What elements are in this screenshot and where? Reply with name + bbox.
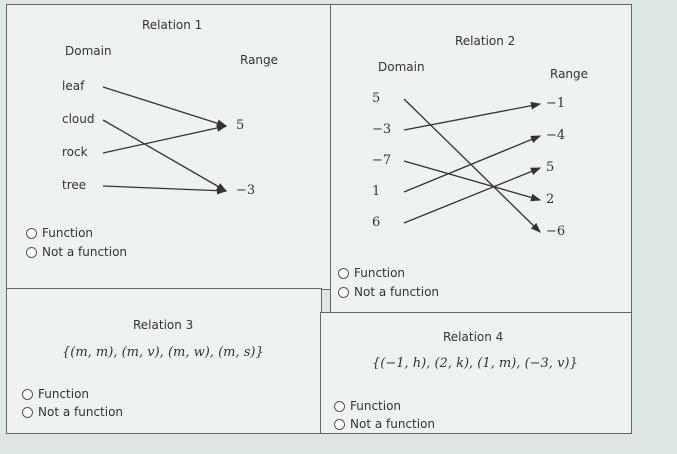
- relation-2-title: Relation 2: [455, 34, 516, 48]
- domain-item: tree: [62, 178, 87, 192]
- option-label: Function: [350, 399, 402, 413]
- radio-icon: [26, 246, 37, 258]
- option-label: Function: [42, 226, 94, 240]
- radio-icon: [26, 227, 37, 239]
- mapping-arrow: [102, 119, 228, 192]
- radio-icon: [338, 286, 349, 298]
- radio-icon: [334, 418, 345, 430]
- domain-item: 6: [372, 215, 381, 230]
- domain-item: 1: [372, 184, 381, 199]
- range-item: 5: [546, 160, 555, 175]
- mapping-arrow: [403, 135, 542, 193]
- option-label: Not a function: [354, 285, 440, 299]
- domain-item: 5: [372, 91, 381, 106]
- option-label: Function: [38, 387, 90, 401]
- mapping-arrow: [102, 124, 228, 154]
- relation-2-not-function-radio[interactable]: Not a function: [338, 285, 439, 299]
- option-label: Not a function: [38, 405, 124, 419]
- range-item: −4: [546, 128, 566, 143]
- radio-icon: [338, 267, 349, 279]
- range-item: −1: [546, 96, 566, 111]
- relation-2-range-label: Range: [550, 67, 589, 81]
- option-label: Not a function: [350, 417, 436, 431]
- relation-4-title: Relation 4: [443, 330, 504, 344]
- mapping-arrow: [403, 101, 542, 131]
- relation-1-range-label: Range: [240, 53, 279, 67]
- mapping-arrow: [102, 86, 228, 127]
- radio-icon: [334, 400, 345, 412]
- mapping-arrow: [403, 98, 541, 233]
- relation-3-not-function-radio[interactable]: Not a function: [22, 405, 123, 419]
- relation-3-function-radio[interactable]: Function: [22, 387, 89, 401]
- domain-item: rock: [62, 145, 88, 159]
- domain-item: −3: [372, 122, 392, 137]
- mapping-arrow: [403, 167, 542, 224]
- relation-1-not-function-radio[interactable]: Not a function: [26, 245, 127, 259]
- domain-item: leaf: [62, 79, 85, 93]
- relation-3-panel: [6, 288, 322, 434]
- range-item: −3: [236, 183, 256, 198]
- range-item: −6: [546, 224, 566, 239]
- relation-3-set: {(m, m), (m, v), (m, w), (m, s)}: [62, 345, 264, 360]
- relation-1-panel: [6, 4, 332, 290]
- option-label: Function: [354, 266, 406, 280]
- relation-1-title: Relation 1: [142, 18, 203, 32]
- relation-1-function-radio[interactable]: Function: [26, 226, 93, 240]
- relation-4-set: {(−1, h), (2, k), (1, m), (−3, v)}: [372, 356, 578, 371]
- radio-icon: [22, 406, 33, 418]
- range-item: 2: [546, 192, 555, 207]
- relation-2-domain-label: Domain: [378, 60, 425, 74]
- radio-icon: [22, 388, 33, 400]
- domain-item: cloud: [62, 112, 95, 126]
- mapping-arrow: [102, 185, 228, 195]
- relation-4-not-function-radio[interactable]: Not a function: [334, 417, 435, 431]
- relation-2-function-radio[interactable]: Function: [338, 266, 405, 280]
- relation-3-title: Relation 3: [133, 318, 194, 332]
- mapping-arrow: [403, 160, 542, 202]
- relation-4-function-radio[interactable]: Function: [334, 399, 401, 413]
- range-item: 5: [236, 118, 245, 133]
- option-label: Not a function: [42, 245, 128, 259]
- relation-4-panel: [320, 312, 632, 434]
- domain-item: −7: [372, 153, 392, 168]
- relation-2-panel: [330, 4, 632, 314]
- relation-1-domain-label: Domain: [65, 44, 112, 58]
